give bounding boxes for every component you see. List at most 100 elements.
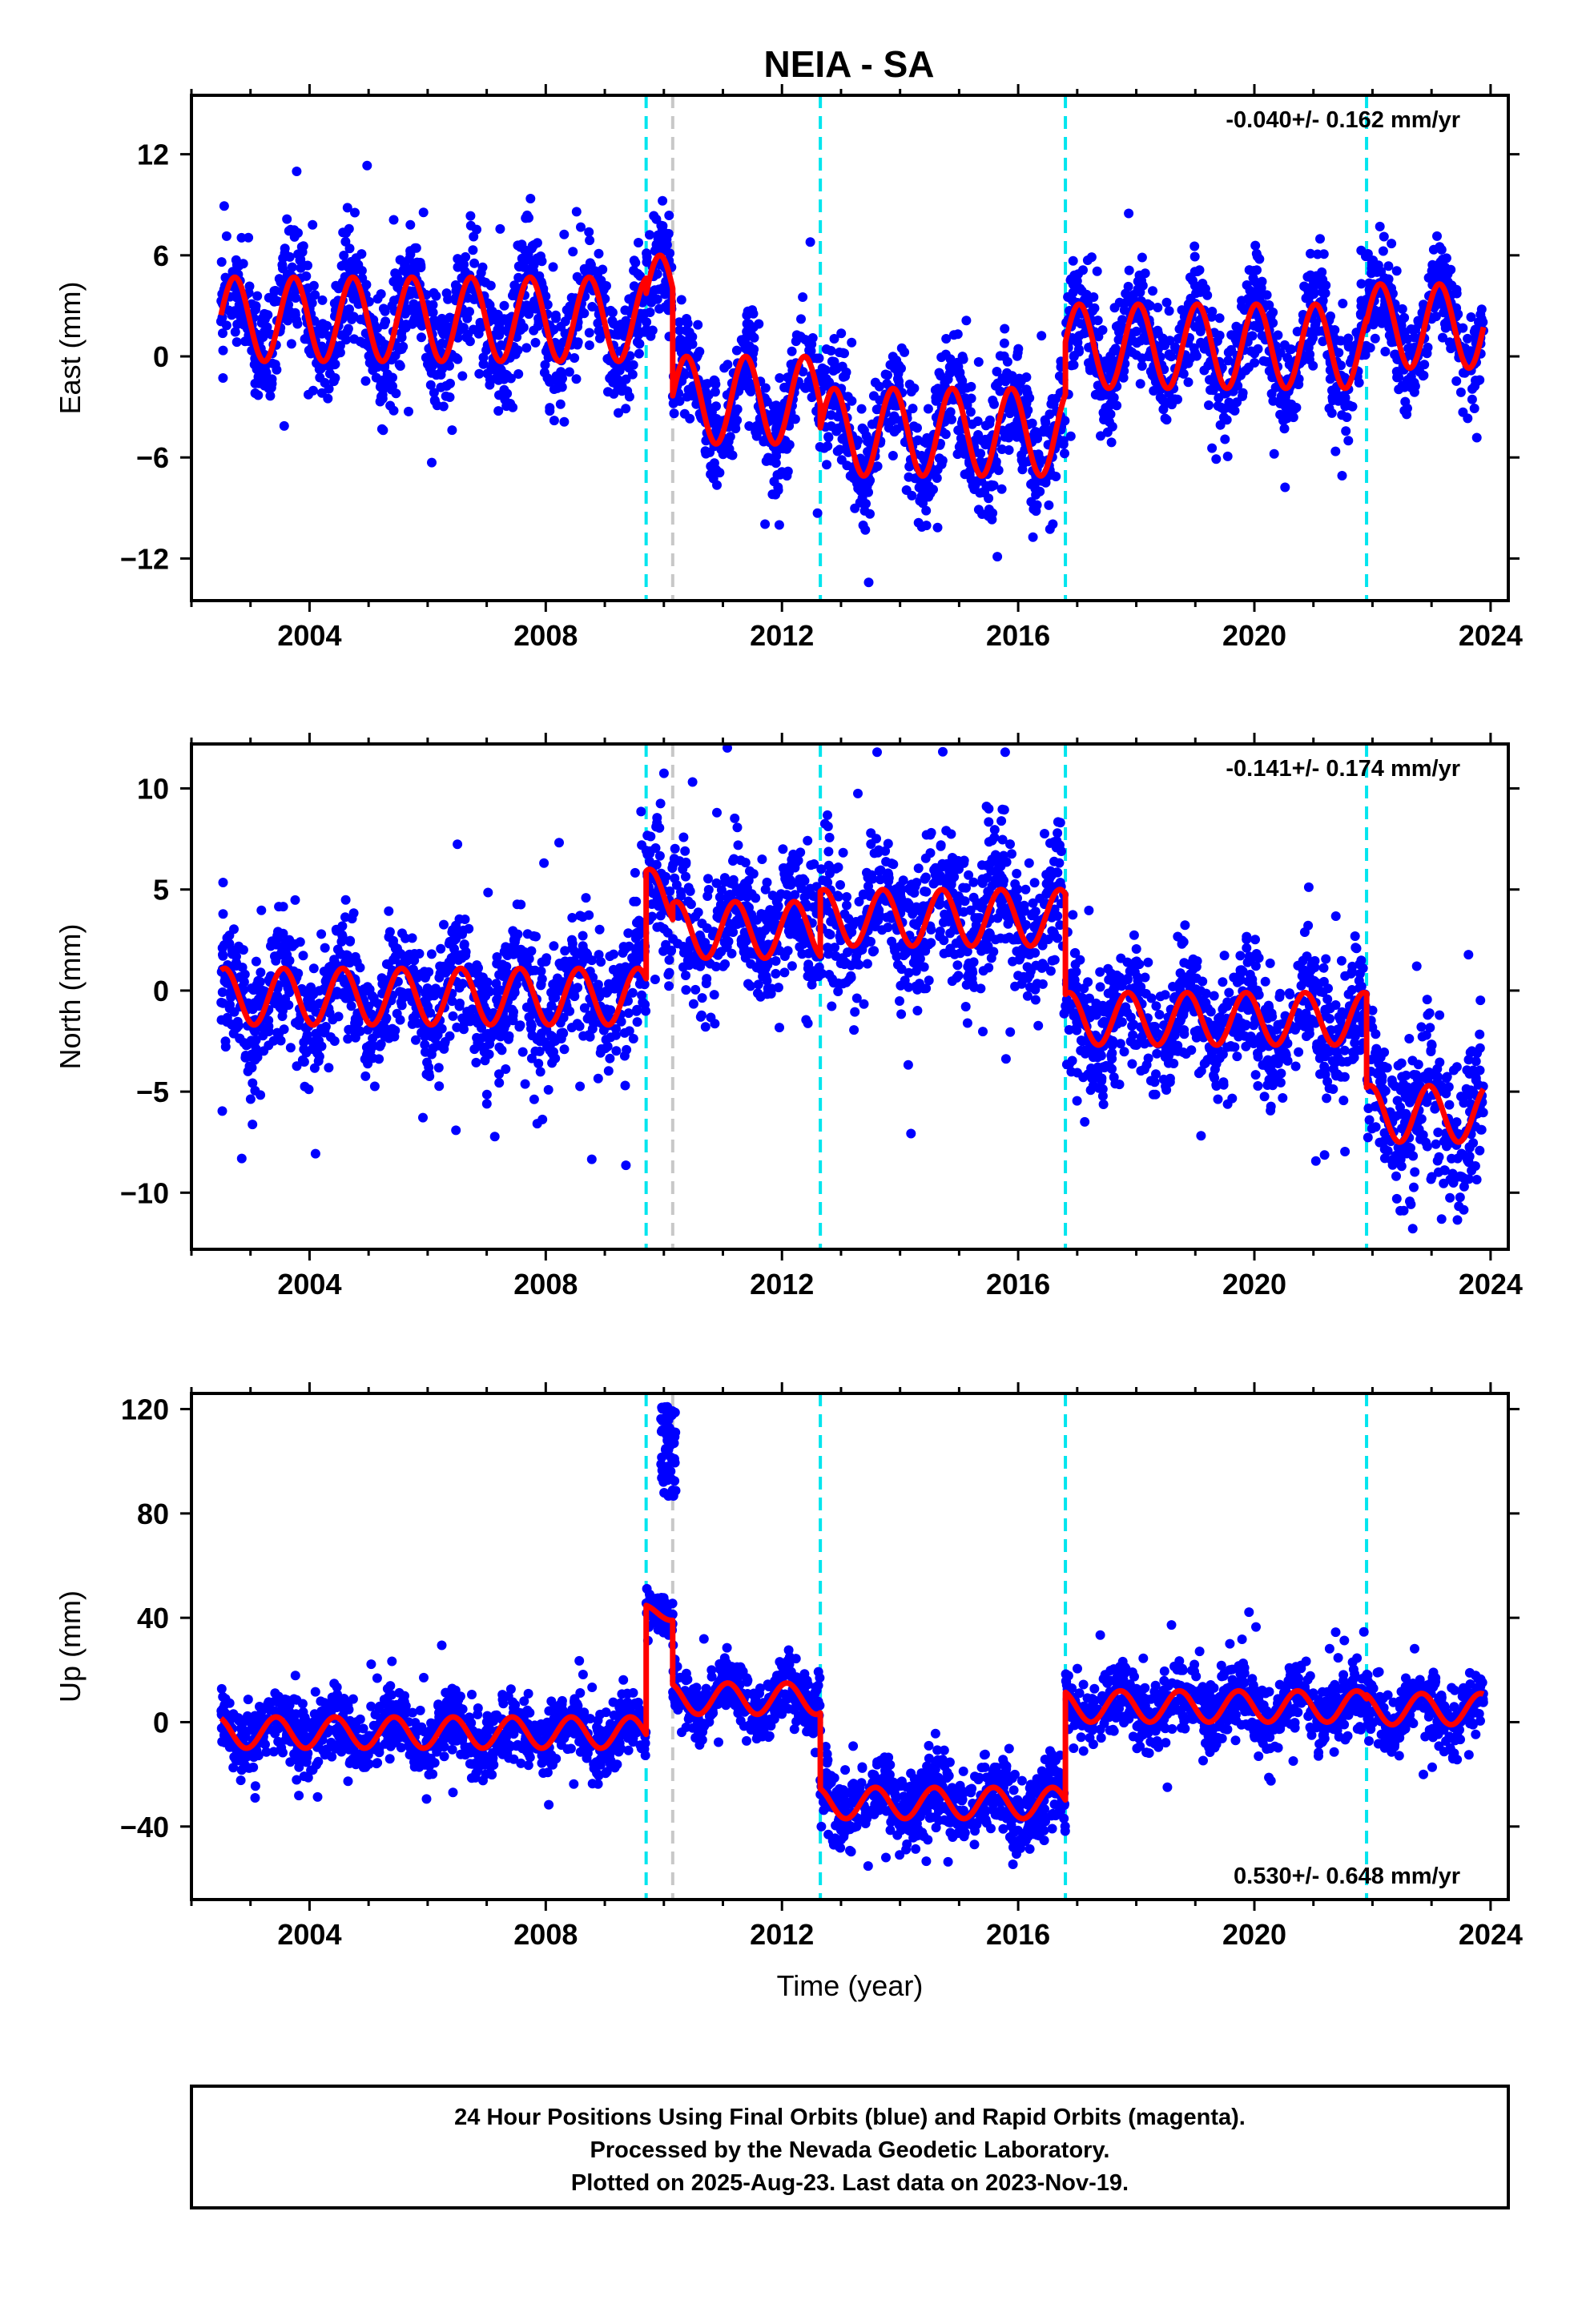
data-point	[505, 399, 516, 408]
data-point	[652, 922, 662, 932]
data-point	[955, 368, 965, 378]
data-point	[224, 931, 235, 940]
data-point	[293, 249, 304, 259]
data-point	[1137, 275, 1146, 286]
data-point	[1470, 324, 1480, 335]
data-point	[361, 279, 372, 290]
data-point	[584, 328, 594, 338]
data-point	[634, 979, 645, 989]
data-point	[521, 300, 532, 311]
data-point	[799, 892, 810, 903]
data-point	[1021, 384, 1032, 395]
data-point	[1252, 265, 1262, 275]
data-point	[1148, 286, 1157, 296]
data-point	[1375, 221, 1385, 231]
data-point	[646, 831, 656, 842]
data-point	[684, 960, 694, 971]
data-point	[324, 368, 335, 379]
data-point	[812, 508, 823, 518]
data-point	[716, 444, 727, 455]
data-point	[733, 840, 743, 850]
data-point	[928, 485, 938, 495]
data-point	[1123, 281, 1133, 292]
data-point	[252, 364, 262, 375]
data-point	[568, 247, 578, 257]
data-point	[226, 992, 236, 1003]
data-point	[533, 321, 543, 331]
data-point	[253, 390, 264, 400]
data-point	[567, 939, 578, 949]
data-point	[537, 957, 547, 967]
data-point	[497, 373, 508, 384]
data-point	[1199, 365, 1210, 376]
data-point	[251, 301, 261, 312]
data-point	[385, 400, 396, 411]
data-point	[1211, 454, 1222, 464]
data-point	[649, 211, 659, 221]
data-point	[298, 951, 308, 961]
chart-title: NEIA - SA	[764, 43, 935, 85]
data-point	[931, 392, 941, 403]
data-point	[358, 338, 368, 348]
data-point	[490, 373, 501, 384]
data-point	[822, 460, 831, 470]
data-point	[227, 945, 237, 955]
data-point	[529, 1094, 539, 1104]
data-point	[224, 1003, 235, 1014]
data-point	[394, 947, 405, 958]
data-point	[607, 316, 618, 326]
data-point	[444, 939, 454, 949]
data-point	[536, 979, 546, 989]
data-point	[548, 262, 558, 272]
data-point	[1074, 347, 1084, 357]
data-point	[630, 933, 641, 943]
data-point	[900, 975, 910, 986]
data-point	[275, 1003, 285, 1013]
data-point	[308, 219, 318, 230]
data-point	[414, 311, 424, 321]
data-point	[826, 421, 836, 432]
data-point	[581, 893, 591, 903]
data-point	[289, 283, 299, 293]
data-point	[1313, 326, 1323, 336]
data-point	[356, 266, 367, 275]
data-point	[1356, 279, 1367, 289]
data-point	[1341, 426, 1351, 436]
data-point	[469, 258, 480, 268]
data-point	[282, 214, 292, 224]
data-point	[1110, 344, 1121, 354]
data-point	[218, 878, 228, 887]
data-point	[787, 346, 797, 356]
data-point	[826, 410, 836, 420]
data-point	[1028, 504, 1039, 514]
data-point	[411, 1035, 421, 1045]
data-point	[472, 960, 482, 971]
data-point	[723, 360, 733, 370]
data-point	[944, 362, 955, 372]
data-point	[665, 248, 675, 259]
data-point	[218, 373, 228, 383]
data-point	[709, 458, 719, 468]
data-point	[272, 364, 282, 375]
data-point	[425, 363, 435, 373]
data-point	[586, 1154, 597, 1164]
data-point	[537, 1114, 548, 1124]
data-point	[543, 1084, 553, 1095]
data-point	[559, 416, 570, 427]
data-point	[1400, 396, 1411, 407]
data-point	[896, 1009, 907, 1019]
data-point	[434, 1081, 445, 1092]
data-point	[516, 899, 526, 910]
data-point	[408, 288, 418, 298]
data-point	[1065, 275, 1076, 285]
data-point	[498, 971, 509, 981]
data-point	[1453, 309, 1463, 320]
data-point	[1190, 241, 1200, 251]
data-point	[1197, 339, 1207, 349]
data-point	[654, 822, 665, 833]
data-point	[398, 265, 409, 275]
data-point	[477, 262, 488, 272]
data-point	[803, 835, 813, 846]
data-point	[396, 1000, 407, 1011]
